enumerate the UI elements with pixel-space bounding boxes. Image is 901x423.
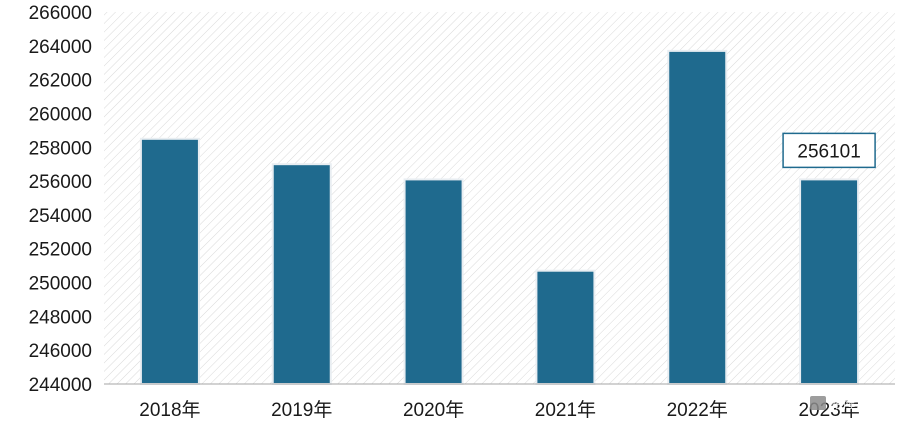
bar-2021年: [535, 269, 596, 385]
y-tick-label: 262000: [29, 71, 92, 92]
x-tick-label: 2022年: [667, 399, 728, 421]
watermark-logo-icon: [810, 396, 826, 410]
watermark: 格隆汇: [810, 396, 869, 412]
watermark-text: 格隆汇: [830, 396, 869, 412]
y-tick-label: 254000: [29, 206, 92, 227]
data-labels: 256101: [782, 132, 876, 169]
y-tick-label: 260000: [29, 104, 92, 125]
data-label: 256101: [797, 141, 860, 162]
bar-series: [139, 49, 860, 386]
bar-2020年: [403, 178, 464, 385]
y-tick-label: 250000: [29, 274, 92, 295]
y-tick-label: 252000: [29, 240, 92, 261]
x-tick-label: 2018年: [139, 399, 200, 421]
plot-area: [104, 12, 895, 384]
x-tick-label: 2020年: [403, 399, 464, 421]
y-tick-label: 246000: [29, 341, 92, 362]
y-axis: 244000 246000 248000 250000 252000 254000 2560…: [29, 3, 92, 396]
y-tick-label: 256000: [29, 172, 92, 193]
x-tick-label: 2021年: [535, 399, 596, 421]
y-tick-label: 248000: [29, 307, 92, 328]
y-tick-label: 244000: [29, 375, 92, 396]
bar-2018年: [139, 137, 200, 385]
y-tick-label: 258000: [29, 138, 92, 159]
y-tick-label: 266000: [29, 3, 92, 24]
y-tick-label: 264000: [29, 37, 92, 58]
x-axis: 2018年 2019年 2020年 2021年 2022年 2023年: [139, 399, 859, 421]
bar-2019年: [271, 163, 332, 385]
x-tick-label: 2019年: [271, 399, 332, 421]
bar-2023年: [799, 178, 860, 385]
bar-2022年: [667, 49, 728, 386]
data-label-box: [782, 132, 876, 169]
